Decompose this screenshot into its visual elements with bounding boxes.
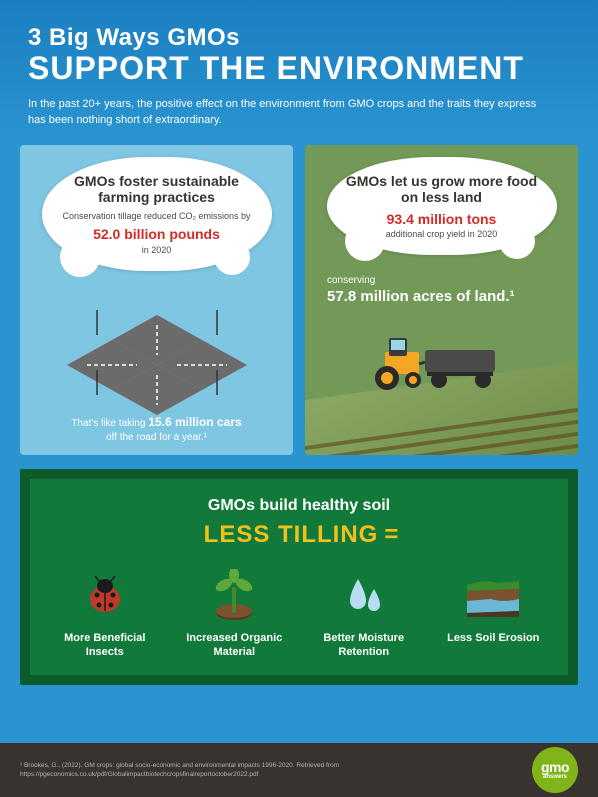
conserve-text: conserving 57.8 million acres of land.¹ <box>327 275 515 306</box>
co2-stat: 52.0 billion pounds <box>60 225 254 243</box>
gmo-answers-logo: gmo answers <box>532 747 578 793</box>
droplets-icon <box>303 567 425 623</box>
tractor-icon <box>367 330 517 405</box>
ladybug-icon <box>44 567 166 623</box>
panel-more-food: GMOs let us grow more food on less land … <box>305 145 578 455</box>
footnote: ¹ Brookes, G., (2022). GM crops: global … <box>20 761 440 779</box>
infographic-page: 3 Big Ways GMOs SUPPORT THE ENVIRONMENT … <box>0 0 598 797</box>
benefit-organic: Increased Organic Material <box>174 567 296 660</box>
soil-title: GMOs build healthy soil <box>44 497 554 515</box>
cloud-right: GMOs let us grow more food on less land … <box>327 157 557 255</box>
tractor-illustration <box>305 315 578 455</box>
header: 3 Big Ways GMOs SUPPORT THE ENVIRONMENT … <box>0 0 598 139</box>
subtitle: In the past 20+ years, the positive effe… <box>28 96 548 129</box>
cloud-title: GMOs let us grow more food on less land <box>345 173 539 207</box>
yield-sub: additional crop yield in 2020 <box>345 229 539 241</box>
panel-sustainable-farming: GMOs foster sustainable farming practice… <box>20 145 293 455</box>
yield-stat: 93.4 million tons <box>345 211 539 227</box>
cars-stat: That's like taking 15.6 million cars off… <box>20 414 293 445</box>
title-small: 3 Big Ways GMOs <box>28 24 570 52</box>
benefit-erosion: Less Soil Erosion <box>433 567 555 660</box>
panel-healthy-soil: GMOs build healthy soil LESS TILLING= <box>20 469 578 686</box>
less-tilling-heading: LESS TILLING= <box>44 521 554 549</box>
soil-cross-icon <box>433 567 555 623</box>
cloud-title: GMOs foster sustainable farming practice… <box>60 173 254 207</box>
road-icon <box>57 305 257 425</box>
sprout-icon <box>174 567 296 623</box>
benefits-row: More Beneficial Insects Increased Organi… <box>44 567 554 660</box>
intersection-illustration <box>57 305 257 415</box>
title-big: SUPPORT THE ENVIRONMENT <box>28 52 570 86</box>
footer: ¹ Brookes, G., (2022). GM crops: global … <box>0 743 598 797</box>
benefit-moisture: Better Moisture Retention <box>303 567 425 660</box>
benefit-insects: More Beneficial Insects <box>44 567 166 660</box>
cloud-left: GMOs foster sustainable farming practice… <box>42 157 272 271</box>
panels-row: GMOs foster sustainable farming practice… <box>0 145 598 455</box>
cloud-sub: Conservation tillage reduced CO₂ emissio… <box>60 211 254 257</box>
